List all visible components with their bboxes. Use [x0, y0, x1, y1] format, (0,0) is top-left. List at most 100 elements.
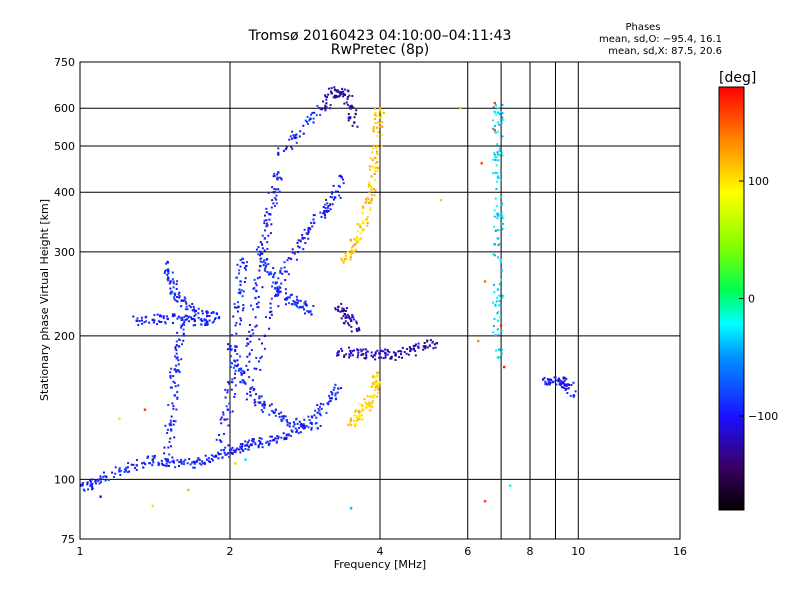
- trace-point: [211, 321, 214, 324]
- trace-point: [297, 239, 300, 242]
- trace-point: [379, 116, 382, 119]
- trace-point: [259, 440, 262, 443]
- trace-point: [381, 120, 384, 123]
- trace-point: [194, 324, 197, 327]
- trace-point: [342, 261, 345, 264]
- trace-point: [295, 430, 298, 433]
- trace-point: [498, 356, 501, 359]
- trace-point: [266, 440, 269, 443]
- trace-point: [284, 303, 287, 306]
- x-axis-label: Frequency [MHz]: [334, 558, 426, 571]
- trace-point: [258, 437, 261, 440]
- trace-point: [494, 110, 497, 113]
- trace-point: [374, 170, 377, 173]
- trace-point: [208, 314, 211, 317]
- trace-point: [358, 223, 361, 226]
- trace-point: [500, 179, 503, 182]
- trace-point: [313, 111, 316, 114]
- trace-point: [500, 222, 503, 225]
- trace-point: [352, 121, 356, 124]
- trace-point: [240, 289, 243, 292]
- trace-point: [173, 292, 177, 295]
- trace-point: [241, 443, 244, 446]
- trace-point: [275, 441, 278, 444]
- trace-point: [277, 151, 280, 154]
- trace-point: [239, 259, 242, 262]
- trace-point: [341, 87, 344, 90]
- trace-point: [348, 423, 351, 426]
- trace-point: [277, 277, 280, 280]
- trace-point: [91, 482, 94, 485]
- trace-point: [350, 104, 353, 107]
- trace-point: [353, 423, 356, 426]
- trace-point: [324, 109, 327, 112]
- trace-point: [269, 439, 272, 442]
- trace-point: [355, 320, 358, 323]
- trace-point: [384, 348, 387, 351]
- trace-point: [171, 322, 174, 325]
- trace-point: [356, 240, 359, 243]
- trace-point: [189, 463, 192, 466]
- trace-point: [230, 451, 233, 454]
- trace-point: [241, 295, 244, 298]
- trace-point: [119, 473, 122, 476]
- trace-point: [342, 308, 345, 311]
- trace-point: [329, 203, 332, 206]
- trace-point: [356, 348, 359, 351]
- trace-point: [268, 218, 271, 221]
- trace-point: [274, 414, 277, 417]
- trace-point: [566, 392, 569, 395]
- trace-point: [252, 440, 255, 443]
- trace-point: [172, 407, 175, 410]
- trace-point: [376, 169, 379, 172]
- trace-point: [178, 461, 181, 464]
- trace-point: [259, 241, 262, 244]
- trace-point: [326, 202, 329, 205]
- trace-point: [167, 272, 170, 275]
- trace-point: [241, 257, 244, 261]
- trace-point: [359, 348, 362, 351]
- trace-point: [170, 445, 173, 448]
- trace-point: [217, 457, 220, 460]
- trace-point: [308, 419, 311, 422]
- trace-point: [283, 266, 286, 269]
- trace-point: [370, 402, 373, 405]
- trace-point: [171, 315, 174, 318]
- trace-point: [349, 116, 352, 119]
- trace-point: [497, 177, 500, 180]
- trace-point: [354, 243, 357, 246]
- trace-point: [224, 388, 227, 391]
- trace-point: [145, 320, 148, 323]
- outlier-point: [349, 507, 353, 510]
- outlier-point: [459, 107, 462, 110]
- trace-point: [264, 269, 267, 272]
- trace-point: [275, 281, 278, 284]
- trace-point: [227, 452, 230, 455]
- trace-point: [263, 259, 266, 262]
- trace-point: [176, 317, 179, 320]
- trace-point: [266, 247, 269, 250]
- trace-point: [263, 334, 267, 338]
- trace-point: [392, 351, 395, 354]
- trace-point: [423, 341, 426, 344]
- trace-point: [198, 462, 201, 465]
- trace-point: [367, 405, 370, 408]
- trace-point: [205, 312, 208, 315]
- trace-point: [268, 311, 271, 314]
- trace-point: [248, 376, 251, 379]
- trace-point: [234, 384, 237, 387]
- trace-point: [153, 319, 156, 322]
- trace-point: [340, 309, 343, 312]
- trace-point: [557, 380, 560, 383]
- trace-point: [303, 301, 306, 304]
- trace-point: [198, 458, 201, 461]
- trace-point: [185, 318, 188, 321]
- trace-point: [274, 437, 277, 440]
- trace-point: [355, 322, 358, 325]
- trace-point: [284, 279, 287, 282]
- trace-point: [316, 427, 319, 430]
- trace-point: [164, 322, 167, 325]
- trace-point: [263, 249, 266, 252]
- trace-point: [549, 381, 552, 384]
- trace-point: [350, 249, 353, 252]
